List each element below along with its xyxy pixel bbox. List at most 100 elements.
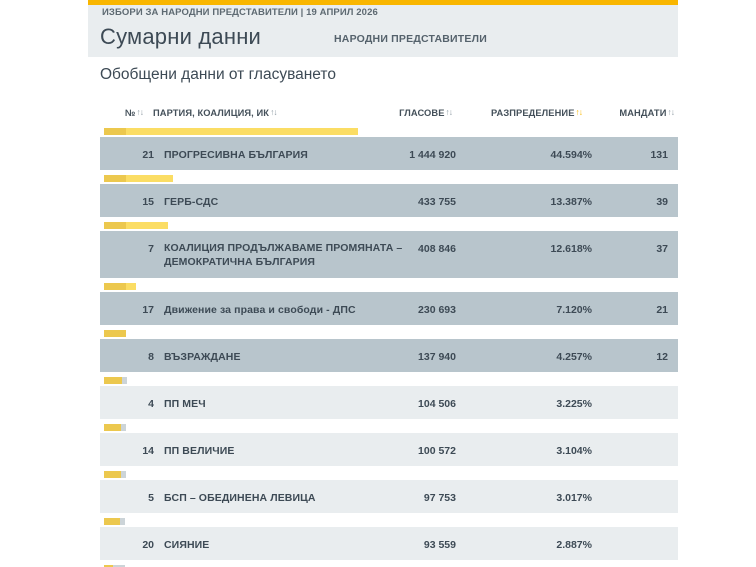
cell-party-name: Движение за права и свободи - ДПС: [164, 304, 356, 316]
cell-ballot-number: 17: [142, 304, 154, 316]
table-row[interactable]: 20 СИЯНИЕ 93 559 2.887%: [100, 518, 678, 565]
table-row[interactable]: 4 ПП МЕЧ 104 506 3.225%: [100, 377, 678, 424]
section-subtitle: Обобщени данни от гласуването: [100, 66, 336, 83]
header-kicker: НАРОДНИ ПРЕДСТАВИТЕЛИ: [334, 33, 487, 45]
cell-party-name: ПП ВЕЛИЧИЕ: [164, 445, 235, 457]
cell-ballot-number: 5: [148, 492, 154, 504]
table-row-body[interactable]: 15 ГЕРБ-СДС 433 755 13.387% 39: [100, 184, 678, 217]
cell-party-name: КОАЛИЦИЯ ПРОДЪЛЖАВАМЕ ПРОМЯНАТА – ДЕМОКР…: [164, 242, 403, 268]
table-row[interactable]: 8 ВЪЗРАЖДАНЕ 137 940 4.257% 12: [100, 330, 678, 377]
cell-ballot-number: 8: [148, 351, 154, 363]
column-header-votes-label: ГЛАСОВЕ: [399, 108, 445, 118]
column-header-number[interactable]: №↑↓: [125, 107, 144, 118]
cell-votes: 230 693: [418, 304, 456, 316]
distribution-bar-seats-segment: [104, 330, 127, 337]
cell-seats: 37: [656, 243, 668, 255]
table-row-body[interactable]: 21 ПРОГРЕСИВНА БЪЛГАРИЯ 1 444 920 44.594% 13…: [100, 137, 678, 170]
cell-distribution: 3.104%: [556, 445, 592, 457]
cell-party-name: ВЪЗРАЖДАНЕ: [164, 351, 241, 363]
cell-votes: 100 572: [418, 445, 456, 457]
cell-votes: 1 444 920: [409, 149, 456, 161]
cell-party-name: ПРОГРЕСИВНА БЪЛГАРИЯ: [164, 149, 308, 161]
distribution-bar-remainder-segment: [120, 471, 126, 478]
cell-votes: 137 940: [418, 351, 456, 363]
distribution-bar-votes-segment: [126, 175, 173, 182]
table-row-body[interactable]: 7 КОАЛИЦИЯ ПРОДЪЛЖАВАМЕ ПРОМЯНАТА – ДЕМОК…: [100, 231, 678, 278]
cell-party-name: СИЯНИЕ: [164, 539, 210, 551]
column-header-party[interactable]: ПАРТИЯ, КОАЛИЦИЯ, ИК↑↓: [153, 107, 278, 118]
distribution-bar: [104, 377, 678, 384]
table-row-body[interactable]: 14 ПП ВЕЛИЧИЕ 100 572 3.104%: [100, 433, 678, 466]
distribution-bar: [104, 565, 678, 567]
distribution-bar-remainder-segment: [121, 424, 127, 431]
table-row-body[interactable]: 20 СИЯНИЕ 93 559 2.887%: [100, 527, 678, 560]
table-row[interactable]: 11АЛИАНС ЗА ПРАВА И СВОБОДИ – АПС50 7591…: [100, 565, 678, 567]
distribution-bar-remainder-segment: [112, 565, 126, 567]
sort-icon-party[interactable]: ↑↓: [270, 107, 277, 117]
table-row[interactable]: 7 КОАЛИЦИЯ ПРОДЪЛЖАВАМЕ ПРОМЯНАТА – ДЕМОК…: [100, 222, 678, 283]
table-row[interactable]: 15 ГЕРБ-СДС 433 755 13.387% 39: [100, 175, 678, 222]
table-row-body[interactable]: 5 БСП – ОБЕДИНЕНА ЛЕВИЦА 97 753 3.017%: [100, 480, 678, 513]
header-accent-bar: [88, 0, 678, 5]
cell-distribution: 3.017%: [556, 492, 592, 504]
distribution-bar-votes-segment: [126, 283, 137, 290]
column-header-distribution-label: РАЗПРЕДЕЛЕНИЕ: [491, 108, 575, 118]
cell-ballot-number: 15: [142, 196, 154, 208]
distribution-bar-votes-segment: [126, 222, 169, 229]
cell-seats: 131: [650, 149, 668, 161]
sort-icon-distribution-active[interactable]: ↑↓: [575, 107, 583, 117]
distribution-bar-seats-segment: [104, 377, 122, 384]
sort-icon-votes[interactable]: ↑↓: [445, 107, 453, 117]
sort-icon-number[interactable]: ↑↓: [136, 107, 143, 117]
table-row-body[interactable]: 17 Движение за права и свободи - ДПС 230 6…: [100, 292, 678, 325]
table-row[interactable]: 5 БСП – ОБЕДИНЕНА ЛЕВИЦА 97 753 3.017%: [100, 471, 678, 518]
cell-distribution: 12.618%: [550, 243, 592, 255]
cell-votes: 93 559: [423, 539, 456, 551]
table-row[interactable]: 14 ПП ВЕЛИЧИЕ 100 572 3.104%: [100, 424, 678, 471]
column-header-seats-label: МАНДАТИ: [619, 108, 667, 118]
column-header-number-label: №: [125, 108, 136, 118]
cell-seats: 21: [656, 304, 668, 316]
distribution-bar-remainder-segment: [121, 377, 127, 384]
cell-distribution: 4.257%: [556, 351, 592, 363]
distribution-bar-seats-segment: [104, 128, 127, 135]
table-header-row: №↑↓ ПАРТИЯ, КОАЛИЦИЯ, ИК↑↓ ГЛАСОВЕ↑↓ РАЗ…: [100, 106, 678, 128]
distribution-bar-seats-segment: [104, 565, 113, 567]
cell-distribution: 3.225%: [556, 398, 592, 410]
distribution-bar-seats-segment: [104, 222, 127, 229]
cell-distribution: 44.594%: [550, 149, 592, 161]
results-table: №↑↓ ПАРТИЯ, КОАЛИЦИЯ, ИК↑↓ ГЛАСОВЕ↑↓ РАЗ…: [100, 106, 678, 567]
distribution-bar-seats-segment: [104, 471, 121, 478]
page-title: Сумарни данни: [100, 24, 262, 49]
distribution-bar: [104, 424, 678, 431]
distribution-bar: [104, 471, 678, 478]
cell-seats: 39: [656, 196, 668, 208]
column-header-distribution[interactable]: РАЗПРЕДЕЛЕНИЕ↑↓: [491, 107, 583, 118]
cell-ballot-number: 21: [142, 149, 154, 161]
cell-votes: 433 755: [418, 196, 456, 208]
cell-ballot-number: 4: [148, 398, 154, 410]
distribution-bar: [104, 128, 678, 135]
distribution-bar: [104, 283, 678, 290]
table-row-body[interactable]: 8 ВЪЗРАЖДАНЕ 137 940 4.257% 12: [100, 339, 678, 372]
table-row-body[interactable]: 4 ПП МЕЧ 104 506 3.225%: [100, 386, 678, 419]
distribution-bar: [104, 175, 678, 182]
election-eyebrow: ИЗБОРИ ЗА НАРОДНИ ПРЕДСТАВИТЕЛИ | 19 АПР…: [102, 7, 378, 18]
distribution-bar: [104, 518, 678, 525]
column-header-party-label: ПАРТИЯ, КОАЛИЦИЯ, ИК: [153, 108, 270, 118]
table-row[interactable]: 21 ПРОГРЕСИВНА БЪЛГАРИЯ 1 444 920 44.594% 13…: [100, 128, 678, 175]
distribution-bar-votes-segment: [126, 128, 359, 135]
table-body: 21 ПРОГРЕСИВНА БЪЛГАРИЯ 1 444 920 44.594% 13…: [100, 128, 678, 567]
distribution-bar-remainder-segment: [119, 518, 126, 525]
table-row[interactable]: 17 Движение за права и свободи - ДПС 230 6…: [100, 283, 678, 330]
cell-votes: 97 753: [423, 492, 456, 504]
sort-icon-seats[interactable]: ↑↓: [667, 107, 675, 117]
cell-party-name: БСП – ОБЕДИНЕНА ЛЕВИЦА: [164, 492, 316, 504]
cell-party-name: ГЕРБ-СДС: [164, 196, 219, 208]
column-header-seats[interactable]: МАНДАТИ↑↓: [619, 107, 675, 118]
distribution-bar-seats-segment: [104, 283, 127, 290]
cell-ballot-number: 20: [142, 539, 154, 551]
distribution-bar: [104, 222, 678, 229]
column-header-votes[interactable]: ГЛАСОВЕ↑↓: [399, 107, 453, 118]
